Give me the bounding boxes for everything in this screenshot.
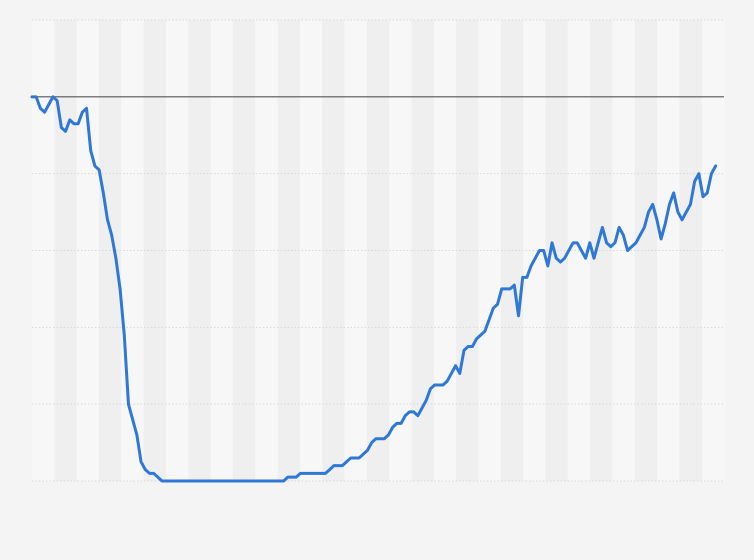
plot-band xyxy=(299,20,323,481)
plot-bands xyxy=(32,20,725,481)
plot-band xyxy=(54,20,78,481)
plot-band xyxy=(232,20,256,481)
plot-band xyxy=(701,20,725,481)
plot-band xyxy=(523,20,546,481)
plot-band xyxy=(165,20,189,481)
plot-band xyxy=(188,20,212,481)
series-line xyxy=(30,95,718,483)
plot-band xyxy=(590,20,613,481)
plot-band xyxy=(478,20,502,481)
plot-band xyxy=(411,20,435,481)
plot-band xyxy=(545,20,569,481)
plot-band xyxy=(366,20,390,481)
plot-band xyxy=(657,20,680,481)
plot-band xyxy=(344,20,368,481)
plot-band xyxy=(634,20,658,481)
